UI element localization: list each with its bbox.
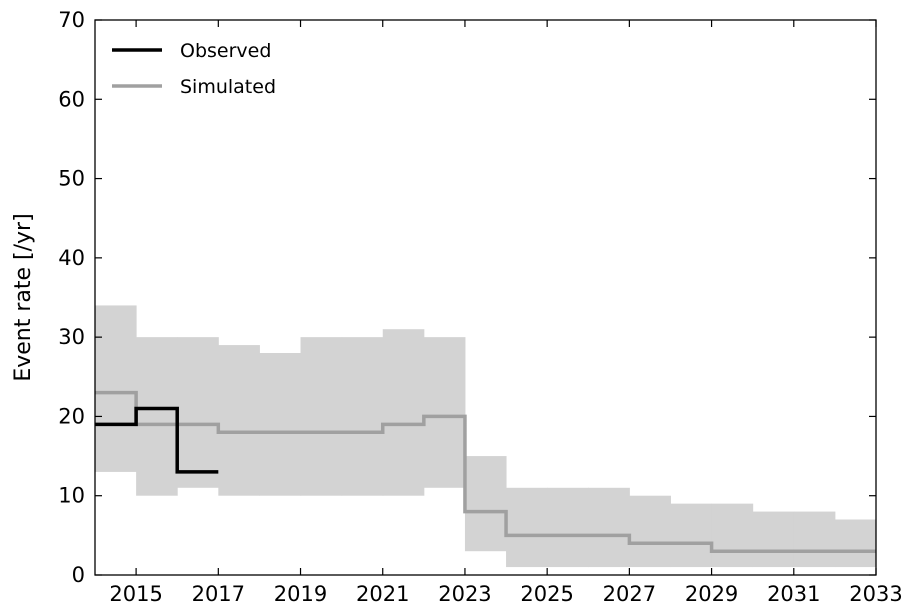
x-tick-label: 2031 <box>767 582 820 606</box>
x-tick-label: 2021 <box>356 582 409 606</box>
band-segment <box>547 487 589 568</box>
y-tick-label: 10 <box>58 484 85 508</box>
band-segment <box>423 337 466 488</box>
band-segment <box>793 511 836 568</box>
y-tick-label: 40 <box>58 246 85 270</box>
band-segment <box>177 337 219 488</box>
band-segment <box>506 487 548 568</box>
y-tick-label: 0 <box>72 563 85 587</box>
band-segment <box>752 511 795 568</box>
legend: Observed Simulated <box>112 40 276 98</box>
band-segment <box>95 305 137 472</box>
band-segment <box>629 495 671 568</box>
x-tick-label: 2027 <box>603 582 656 606</box>
x-tick-label: 2023 <box>438 582 491 606</box>
x-tick-label: 2033 <box>849 582 902 606</box>
plot-frame <box>94 19 877 576</box>
series-line-simulated <box>95 390 876 553</box>
band-segment <box>300 337 343 496</box>
y-tick-label: 70 <box>58 8 85 32</box>
band-segment <box>341 337 384 496</box>
x-tick-label: 2017 <box>192 582 245 606</box>
band-segment <box>711 503 754 568</box>
band-segment <box>670 503 713 568</box>
y-tick-label: 60 <box>58 87 85 111</box>
series-lines <box>95 390 876 553</box>
x-tick-label: 2029 <box>685 582 738 606</box>
legend-label-simulated: Simulated <box>180 76 276 98</box>
series-line-observed <box>95 406 219 474</box>
legend-label-observed: Observed <box>180 40 271 62</box>
y-tick-label: 30 <box>58 325 85 349</box>
band-segment <box>588 487 630 568</box>
x-tick-label: 2025 <box>520 582 573 606</box>
y-axis-label: Event rate [/yr] <box>11 213 36 381</box>
x-tick-label: 2015 <box>109 582 162 606</box>
y-tick-label: 20 <box>58 404 85 428</box>
uncertainty-band <box>95 305 877 568</box>
band-segment <box>464 456 507 552</box>
x-tick-label: 2019 <box>274 582 327 606</box>
band-segment <box>834 519 877 568</box>
axis-ticks: 2015 2017 2019 2021 2023 2025 2027 2029 2031 2033… <box>58 8 902 606</box>
band-segment <box>218 345 260 496</box>
band-segment <box>136 337 178 496</box>
band-segment <box>382 329 425 496</box>
band-segment <box>259 353 302 496</box>
y-tick-label: 50 <box>58 167 85 191</box>
